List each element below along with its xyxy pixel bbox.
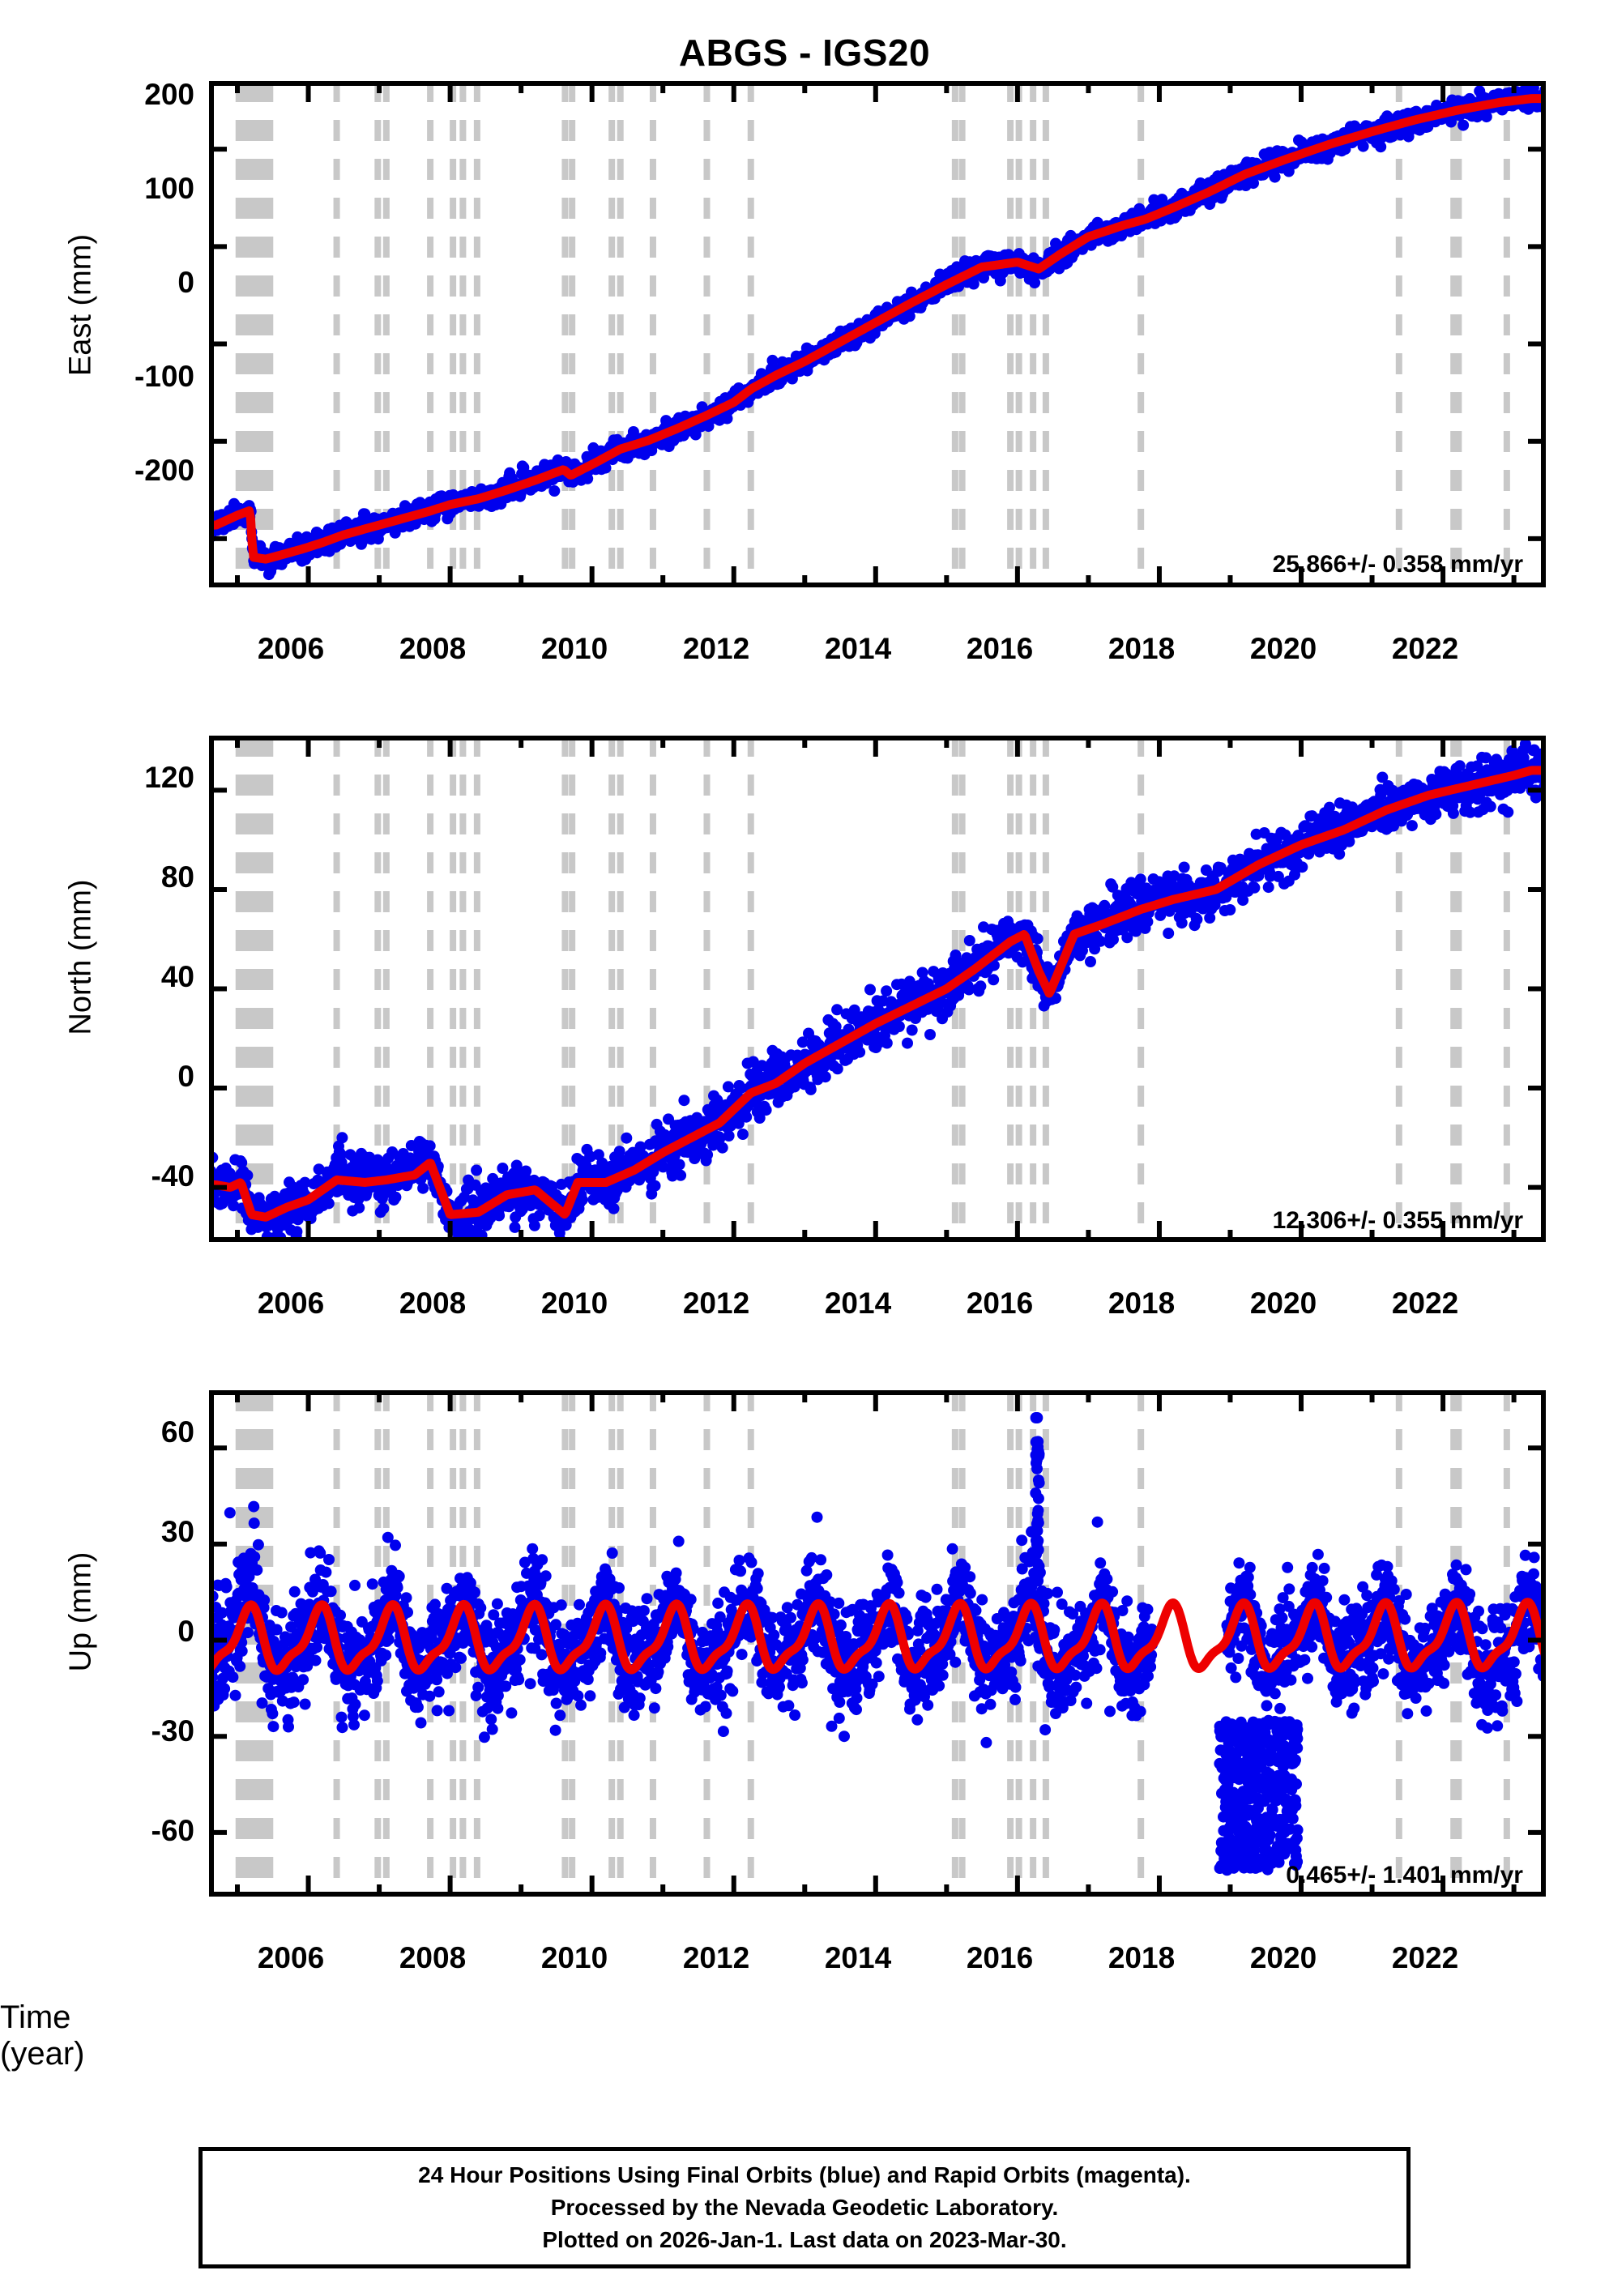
east-rate-label: 25.866+/- 0.358 mm/yr xyxy=(1272,551,1523,578)
east-xtick-2022: 2022 xyxy=(1391,632,1459,665)
north-xtick-2020: 2020 xyxy=(1249,1287,1317,1320)
north-rate-label: 12.306+/- 0.355 mm/yr xyxy=(1272,1207,1523,1234)
north-xtick-2006: 2006 xyxy=(257,1287,325,1320)
east-xtick-2020: 2020 xyxy=(1249,632,1317,665)
east-xtick-2016: 2016 xyxy=(966,632,1034,665)
north-ytick-40: 40 xyxy=(160,960,194,993)
footer-box: 24 Hour Positions Using Final Orbits (bl… xyxy=(198,2147,1411,2268)
up-xtick-2010: 2010 xyxy=(540,1941,608,1974)
footer-line-3: Plotted on 2026-Jan-1. Last data on 2023… xyxy=(542,2226,1067,2252)
up-xtick-2022: 2022 xyxy=(1391,1941,1459,1974)
up-ytick-m60: -60 xyxy=(151,1814,194,1847)
up-xtick-2012: 2012 xyxy=(682,1941,750,1974)
footer-line-2: Processed by the Nevada Geodetic Laborat… xyxy=(550,2195,1059,2221)
up-xtick-2018: 2018 xyxy=(1108,1941,1176,1974)
east-xtick-2008: 2008 xyxy=(399,632,467,665)
north-ytick-0: 0 xyxy=(177,1060,194,1093)
up-ytick-60: 60 xyxy=(160,1415,194,1449)
north-xtick-2008: 2008 xyxy=(399,1287,467,1320)
east-xtick-2012: 2012 xyxy=(682,632,750,665)
east-plot-area xyxy=(209,81,1546,587)
east-ytick-m200: -200 xyxy=(134,454,194,487)
north-xtick-2010: 2010 xyxy=(540,1287,608,1320)
north-ytick-120: 120 xyxy=(144,761,194,794)
up-ytick-30: 30 xyxy=(160,1515,194,1548)
footer-line-1: 24 Hour Positions Using Final Orbits (bl… xyxy=(418,2162,1191,2188)
up-ytick-0: 0 xyxy=(177,1615,194,1648)
east-ytick-100: 100 xyxy=(144,172,194,205)
up-xtick-2008: 2008 xyxy=(399,1941,467,1974)
east-xtick-2018: 2018 xyxy=(1108,632,1176,665)
east-xtick-2014: 2014 xyxy=(824,632,892,665)
up-xtick-2020: 2020 xyxy=(1249,1941,1317,1974)
east-xtick-2006: 2006 xyxy=(257,632,325,665)
north-ytick-m40: -40 xyxy=(151,1159,194,1193)
up-xtick-2014: 2014 xyxy=(824,1941,892,1974)
east-ytick-200: 200 xyxy=(144,78,194,111)
north-xtick-2014: 2014 xyxy=(824,1287,892,1320)
north-xtick-2012: 2012 xyxy=(682,1287,750,1320)
north-xtick-2022: 2022 xyxy=(1391,1287,1459,1320)
north-xtick-2016: 2016 xyxy=(966,1287,1034,1320)
page-title: ABGS - IGS20 xyxy=(678,32,931,74)
east-ytick-m100: -100 xyxy=(134,360,194,393)
north-plot-area xyxy=(209,736,1546,1242)
north-xtick-2018: 2018 xyxy=(1108,1287,1176,1320)
up-xtick-2016: 2016 xyxy=(966,1941,1034,1974)
north-axis-label: North (mm) xyxy=(63,879,98,1035)
north-ytick-80: 80 xyxy=(160,860,194,894)
up-xtick-2006: 2006 xyxy=(257,1941,325,1974)
up-rate-label: 0.465+/- 1.401 mm/yr xyxy=(1286,1862,1523,1888)
up-axis-label: Up (mm) xyxy=(63,1551,98,1672)
east-ytick-0: 0 xyxy=(177,266,194,299)
up-ytick-m30: -30 xyxy=(151,1714,194,1748)
up-plot-area xyxy=(209,1390,1546,1897)
east-xtick-2010: 2010 xyxy=(540,632,608,665)
